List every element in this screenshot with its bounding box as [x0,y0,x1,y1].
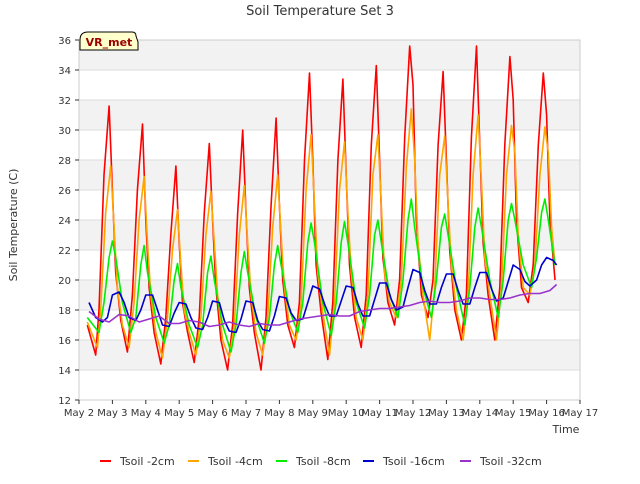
x-tick-label: May 11 [361,408,398,419]
x-tick-label: May 9 [298,408,328,419]
series-line [86,108,556,359]
y-tick-label: 22 [58,246,71,257]
y-tick-label: 34 [58,66,71,77]
x-tick-label: May 8 [264,408,294,419]
x-tick-label: May 2 [64,408,94,419]
x-tick-label: May 13 [428,408,465,419]
y-tick-label: 36 [58,36,71,47]
y-tick-label: 12 [58,396,71,407]
x-tick-label: May 7 [231,408,261,419]
grid-band [79,190,580,220]
x-tick-label: May 10 [328,408,365,419]
y-tick-label: 20 [58,276,71,287]
series-line [86,45,556,371]
legend-label: Tsoil -4cm [207,455,263,468]
chart-title: Soil Temperature Set 3 [246,4,394,19]
y-tick-label: 32 [58,96,71,107]
x-tick-label: May 14 [462,408,499,419]
y-tick-label: 26 [58,186,71,197]
legend-label: Tsoil -16cm [382,455,445,468]
x-tick-label: May 4 [131,408,161,419]
y-tick-label: 18 [58,306,71,317]
site-label-box: VR_met [79,31,139,51]
legend-label: Tsoil -8cm [295,455,351,468]
y-tick-label: 28 [58,156,71,167]
y-tick-label: 16 [58,336,71,347]
x-tick-label: May 3 [97,408,127,419]
x-tick-label: May 16 [528,408,565,419]
grid-band [79,70,580,100]
x-tick-label: May 17 [562,408,599,419]
grid-band [79,250,580,280]
grid-band [79,160,580,190]
legend-label: Tsoil -2cm [119,455,175,468]
series-line [88,256,558,334]
x-tick-label: May 12 [395,408,432,419]
grid-band [79,100,580,130]
legend-label: Tsoil -32cm [479,455,542,468]
y-tick-label: 30 [58,126,71,137]
grid-band [79,40,580,70]
x-axis-label: Time [552,423,580,436]
grid-band [79,130,580,160]
y-tick-label: 24 [58,216,71,227]
x-axis-ticks: May 2 May 3 May 4 May 5 May 6 May 7 May 8 May 9… [64,400,598,419]
y-axis-ticks: 12 14 16 18 20 22 24 26 28 30 32 34 36 [58,36,79,407]
grid-band [79,280,580,310]
site-label: VR_met [86,36,133,49]
series-line [88,283,558,328]
series-lines [86,45,558,371]
y-tick-label: 14 [58,366,71,377]
x-tick-label: May 6 [197,408,227,419]
grid-band [79,370,580,400]
grid-band [79,220,580,250]
x-tick-label: May 15 [495,408,532,419]
x-tick-label: May 5 [164,408,194,419]
legend: Tsoil -2cm Tsoil -4cm Tsoil -8cm Tsoil -16c… [100,455,542,468]
y-axis-label: Soil Temperature (C) [7,169,20,282]
